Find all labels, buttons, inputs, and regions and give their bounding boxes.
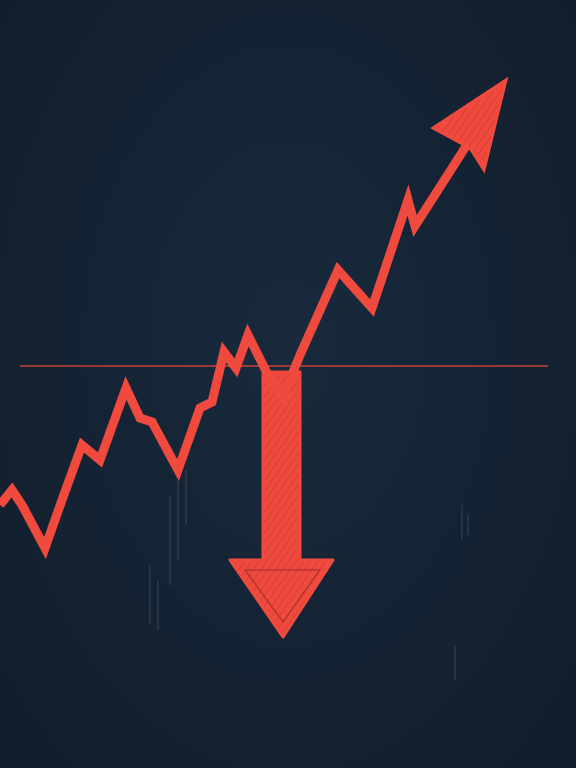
trend-up-arrow-icon: [0, 80, 506, 548]
down-arrow-icon: [230, 372, 333, 637]
trend-line: [0, 140, 470, 548]
trend-arrow-head: [433, 80, 506, 170]
